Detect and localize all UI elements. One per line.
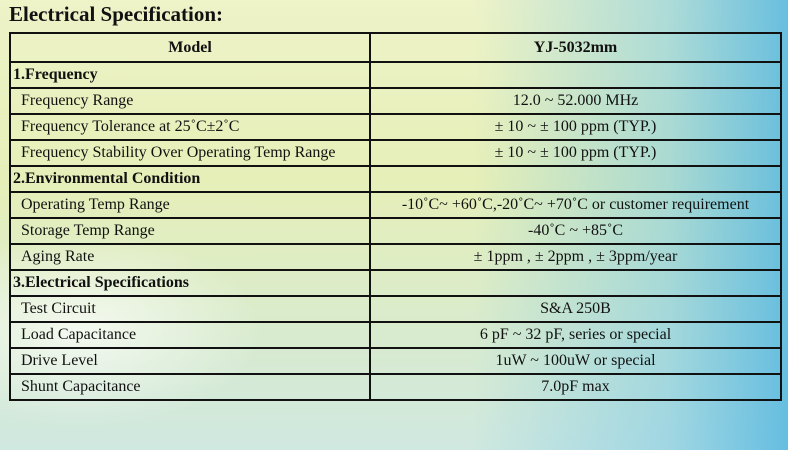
param-value: ± 10 ~ ± 100 ppm (TYP.) — [369, 139, 782, 167]
header-model-name: YJ-5032mm — [369, 32, 782, 63]
table-row: Operating Temp Range -10˚C~ +60˚C,-20˚C~ … — [9, 191, 782, 219]
section-label: 2.Environmental Condition — [9, 165, 371, 193]
section-row: 3.Electrical Specifications — [9, 269, 782, 297]
section-label: 1.Frequency — [9, 61, 371, 89]
param-name: Frequency Tolerance at 25˚C±2˚C — [9, 113, 371, 141]
section-empty-cell — [369, 269, 782, 297]
header-model: Model — [9, 32, 371, 63]
section-empty-cell — [369, 61, 782, 89]
param-name: Frequency Stability Over Operating Temp … — [9, 139, 371, 167]
param-value: -40˚C ~ +85˚C — [369, 217, 782, 245]
param-value: 1uW ~ 100uW or special — [369, 347, 782, 375]
table-row: Test Circuit S&A 250B — [9, 295, 782, 323]
param-name: Aging Rate — [9, 243, 371, 271]
param-name: Shunt Capacitance — [9, 373, 371, 401]
param-value: ± 1ppm , ± 2ppm , ± 3ppm/year — [369, 243, 782, 271]
spec-table: Model YJ-5032mm 1.Frequency Frequency Ran… — [9, 32, 782, 401]
section-label: 3.Electrical Specifications — [9, 269, 371, 297]
param-value: 6 pF ~ 32 pF, series or special — [369, 321, 782, 349]
page-title: Electrical Specification: — [9, 2, 224, 26]
section-row: 1.Frequency — [9, 61, 782, 89]
table-header: Model YJ-5032mm — [9, 32, 782, 63]
param-name: Storage Temp Range — [9, 217, 371, 245]
table-row: Aging Rate ± 1ppm , ± 2ppm , ± 3ppm/year — [9, 243, 782, 271]
param-name: Frequency Range — [9, 87, 371, 115]
param-value: 12.0 ~ 52.000 MHz — [369, 87, 782, 115]
param-name: Test Circuit — [9, 295, 371, 323]
table-row: Frequency Stability Over Operating Temp … — [9, 139, 782, 167]
table-row: Shunt Capacitance 7.0pF max — [9, 373, 782, 401]
param-name: Operating Temp Range — [9, 191, 371, 219]
table-row: Storage Temp Range -40˚C ~ +85˚C — [9, 217, 782, 245]
table-row: Load Capacitance 6 pF ~ 32 pF, series or … — [9, 321, 782, 349]
param-value: -10˚C~ +60˚C,-20˚C~ +70˚C or customer re… — [369, 191, 782, 219]
section-empty-cell — [369, 165, 782, 193]
param-value: ± 10 ~ ± 100 ppm (TYP.) — [369, 113, 782, 141]
param-name: Drive Level — [9, 347, 371, 375]
table-row: Frequency Tolerance at 25˚C±2˚C ± 10 ~ ± … — [9, 113, 782, 141]
table-row: Drive Level 1uW ~ 100uW or special — [9, 347, 782, 375]
param-name: Load Capacitance — [9, 321, 371, 349]
param-value: S&A 250B — [369, 295, 782, 323]
section-row: 2.Environmental Condition — [9, 165, 782, 193]
param-value: 7.0pF max — [369, 373, 782, 401]
table-row: Frequency Range 12.0 ~ 52.000 MHz — [9, 87, 782, 115]
